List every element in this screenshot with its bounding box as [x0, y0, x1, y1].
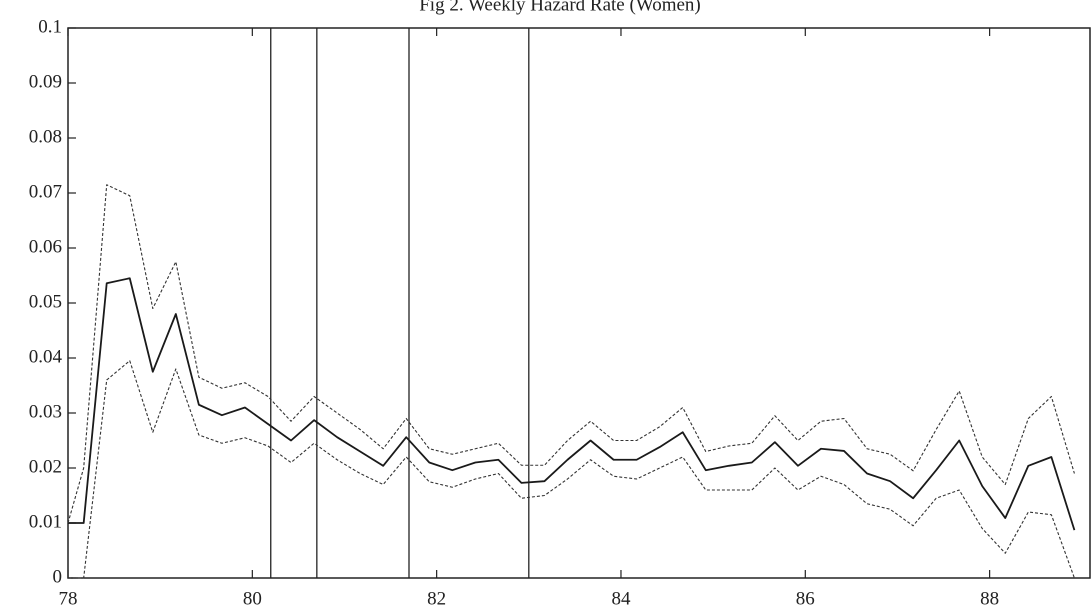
y-tick-label: 0.06	[29, 236, 62, 257]
series-line	[68, 277, 1076, 531]
y-tick-label: 0.05	[29, 291, 62, 312]
series-line	[68, 360, 1075, 579]
y-tick-label: 0.07	[29, 181, 62, 202]
series-line	[67, 184, 1075, 524]
x-tick-label: 84	[611, 588, 631, 609]
y-tick-label: 0.08	[29, 126, 62, 147]
y-tick-label: 0.01	[29, 511, 62, 532]
y-tick-label: 0.02	[29, 456, 62, 477]
x-tick-label: 88	[980, 588, 999, 609]
y-tick-label: 0.1	[38, 16, 62, 37]
plot-frame	[67, 27, 1091, 579]
x-tick-label: 82	[427, 588, 446, 609]
y-tick-label: 0.04	[29, 346, 63, 367]
chart-title: Fig 2. Weekly Hazard Rate (Women)	[419, 0, 701, 15]
x-tick-label: 80	[243, 588, 262, 609]
x-tick-label: 86	[796, 588, 815, 609]
y-tick-label: 0	[53, 566, 63, 587]
x-tick-label: 78	[59, 588, 78, 609]
y-tick-label: 0.03	[29, 401, 62, 422]
y-tick-label: 0.09	[29, 71, 62, 92]
